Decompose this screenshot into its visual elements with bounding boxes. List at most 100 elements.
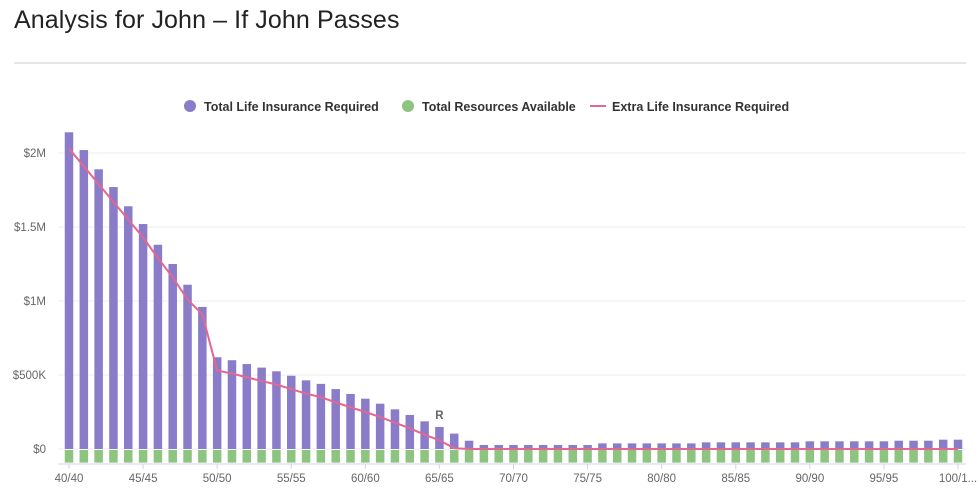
bar-life-insurance-required	[479, 445, 489, 449]
bar-life-insurance-required	[79, 150, 89, 450]
x-tick-label: 45/45	[129, 473, 158, 485]
bar-resources-available	[242, 450, 252, 463]
annotation-label: R	[435, 410, 444, 422]
x-tick-label: 75/75	[573, 473, 602, 485]
y-tick-label: $1.5M	[14, 222, 46, 234]
grid	[58, 152, 966, 450]
bar-life-insurance-required	[375, 403, 385, 449]
bar-resources-available	[212, 450, 222, 463]
x-tick-label: 40/40	[55, 473, 84, 485]
legend-item-2[interactable]: Extra Life Insurance Required	[590, 100, 789, 114]
bar-resources-available	[494, 450, 503, 463]
bar-life-insurance-required	[746, 442, 755, 449]
bar-resources-available	[346, 450, 355, 463]
bar-life-insurance-required	[242, 364, 252, 449]
bar-life-insurance-required	[331, 389, 340, 449]
bar-resources-available	[301, 450, 311, 463]
bar-resources-available	[390, 450, 400, 463]
bar-life-insurance-required	[94, 169, 103, 449]
bar-resources-available	[746, 450, 755, 463]
bar-life-insurance-required	[805, 441, 815, 449]
bar-resources-available	[183, 450, 192, 463]
bar-resources-available	[272, 450, 281, 463]
bar-resources-available	[568, 450, 578, 463]
bar-life-insurance-required	[864, 441, 874, 449]
bar-resources-available	[835, 450, 844, 463]
bar-life-insurance-required	[790, 442, 800, 449]
bar-resources-available	[464, 450, 474, 463]
y-tick-label: $500K	[13, 370, 47, 382]
bar-life-insurance-required	[598, 443, 607, 449]
bar-life-insurance-required	[183, 284, 192, 449]
bar-life-insurance-required	[390, 409, 400, 449]
divider	[14, 62, 966, 64]
x-tick-label: 60/60	[351, 473, 380, 485]
bar-life-insurance-required	[346, 393, 355, 449]
bar-resources-available	[287, 450, 296, 463]
bar-resources-available	[716, 450, 726, 463]
bar-resources-available	[924, 450, 933, 463]
bar-life-insurance-required	[257, 367, 266, 449]
bar-life-insurance-required	[642, 443, 652, 449]
bar-resources-available	[598, 450, 607, 463]
page-title: Analysis for John – If John Passes	[14, 6, 400, 34]
bar-resources-available	[879, 450, 889, 463]
bar-resources-available	[124, 450, 133, 463]
bar-life-insurance-required	[109, 187, 118, 450]
bar-life-insurance-required	[227, 360, 237, 449]
bar-life-insurance-required	[627, 443, 637, 449]
bar-resources-available	[775, 450, 785, 463]
x-tick-label: 85/85	[721, 473, 750, 485]
y-tick-label: $1M	[24, 296, 46, 308]
bar-resources-available	[405, 450, 415, 463]
bar-life-insurance-required	[449, 433, 459, 449]
bar-resources-available	[198, 450, 207, 463]
bar-resources-available	[612, 450, 622, 463]
bar-resources-available	[790, 450, 800, 463]
legend-item-0[interactable]: Total Life Insurance Required	[184, 100, 379, 114]
y-tick-label: $0	[33, 444, 46, 456]
bar-resources-available	[538, 450, 548, 463]
x-tick-label: 65/65	[425, 473, 454, 485]
bar-resources-available	[909, 450, 918, 463]
legend-dot-icon	[402, 100, 414, 112]
bar-life-insurance-required	[568, 445, 578, 449]
bar-life-insurance-required	[405, 414, 415, 449]
legend-label: Total Resources Available	[422, 100, 576, 114]
bar-resources-available	[805, 450, 815, 463]
bar-resources-available	[420, 450, 429, 463]
bar-life-insurance-required	[835, 441, 844, 449]
bar-resources-available	[153, 450, 163, 463]
bar-life-insurance-required	[553, 445, 563, 449]
x-tick-label: 80/80	[647, 473, 676, 485]
x-tick-label: 90/90	[795, 473, 824, 485]
bar-resources-available	[938, 450, 948, 463]
bar-life-insurance-required	[153, 244, 163, 449]
bar-resources-available	[687, 450, 696, 463]
bar-resources-available	[509, 450, 518, 463]
bar-resources-available	[657, 450, 666, 463]
bar-life-insurance-required	[464, 440, 474, 449]
bar-resources-available	[864, 450, 874, 463]
bar-life-insurance-required	[168, 264, 177, 449]
bar-resources-available	[627, 450, 637, 463]
bar-resources-available	[642, 450, 652, 463]
bar-resources-available	[731, 450, 740, 463]
bar-resources-available	[94, 450, 103, 463]
bar-life-insurance-required	[198, 306, 207, 449]
bar-resources-available	[761, 450, 770, 463]
bar-life-insurance-required	[731, 442, 740, 449]
bar-life-insurance-required	[953, 439, 963, 449]
bar-life-insurance-required	[657, 443, 666, 449]
bar-resources-available	[553, 450, 563, 463]
bar-resources-available	[331, 450, 340, 463]
x-tick-label: 70/70	[499, 473, 528, 485]
bar-resources-available	[316, 450, 326, 463]
bar-resources-available	[524, 450, 533, 463]
legend-item-1[interactable]: Total Resources Available	[402, 100, 576, 114]
bar-life-insurance-required	[494, 445, 503, 449]
bar-resources-available	[850, 450, 859, 463]
bar-life-insurance-required	[509, 445, 518, 449]
bar-life-insurance-required	[272, 371, 281, 449]
